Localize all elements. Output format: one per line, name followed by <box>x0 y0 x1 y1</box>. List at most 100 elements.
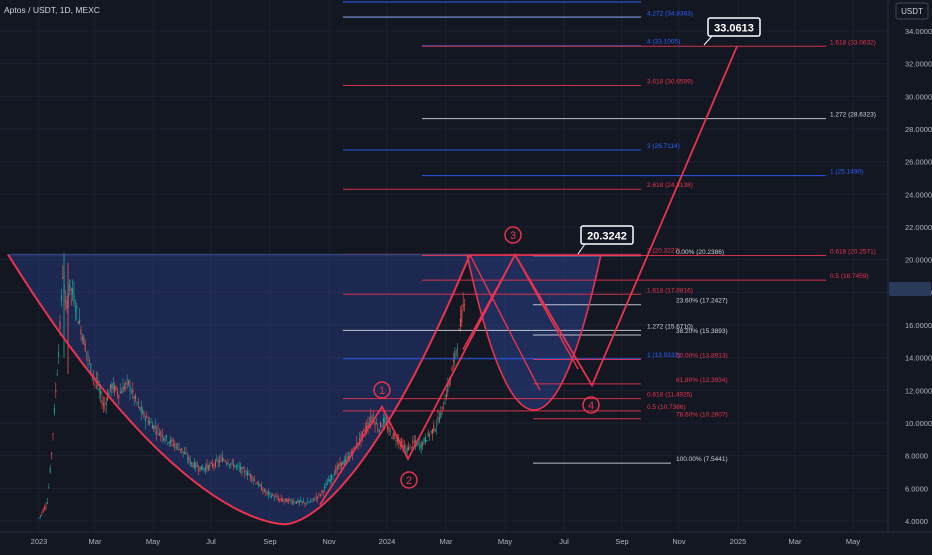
projection-line <box>462 254 516 350</box>
candle-body <box>101 400 103 404</box>
time-tick-label: Mar <box>440 537 453 546</box>
candle-body <box>322 490 324 493</box>
candle-body <box>283 500 285 502</box>
candle-body <box>420 442 422 449</box>
candle-body <box>185 452 187 454</box>
candle-body <box>136 402 138 404</box>
candle-body <box>205 467 207 471</box>
candle-body <box>220 457 222 459</box>
candle-body <box>102 403 104 406</box>
candle-body <box>424 436 426 443</box>
candle-body <box>142 410 144 415</box>
candle-body <box>346 457 348 459</box>
candle-body <box>391 437 393 439</box>
candle-body <box>86 351 88 353</box>
candle-body <box>413 441 415 443</box>
candle-body <box>297 499 299 503</box>
candle-body <box>462 304 464 307</box>
time-axis[interactable]: 2023 Mar May Jul Sep Nov 2024 Mar May Jul Sep Nov 20… <box>31 537 861 546</box>
candle-body <box>72 288 74 295</box>
grid <box>0 0 888 532</box>
candle-body <box>81 336 83 341</box>
candle-body <box>396 437 398 443</box>
candle-body <box>459 318 461 328</box>
candle-body <box>336 465 338 470</box>
candle-body <box>203 468 205 470</box>
candle-body <box>448 380 450 385</box>
time-tick-label: May <box>146 537 160 546</box>
price-axis-panel <box>888 0 932 550</box>
candle-body <box>170 439 172 444</box>
candle-body <box>378 429 380 433</box>
candle-body <box>261 485 263 491</box>
candle-body <box>402 443 404 450</box>
candle-body <box>375 423 377 425</box>
price-tick-label: 12.0000 <box>905 386 932 395</box>
candle-body <box>277 498 279 501</box>
candle-body <box>360 434 362 441</box>
candle-body <box>73 293 75 304</box>
candle-body <box>287 499 289 503</box>
candle-body <box>342 461 344 465</box>
wave-marker-circle <box>400 471 418 489</box>
handle-curve <box>466 254 602 411</box>
currency-label: USDT <box>901 7 923 16</box>
candle-body <box>403 446 405 448</box>
fib-level-label: 50.00% (13.8913) <box>676 352 728 359</box>
candle-body <box>202 467 204 470</box>
candle-body <box>366 425 368 430</box>
fib-level-label: 78.60% (10.2607) <box>676 412 728 419</box>
candle-body <box>119 391 121 393</box>
candle-body <box>377 429 379 431</box>
cup-fill-area <box>8 254 470 525</box>
candle-body <box>226 463 228 464</box>
candle-body <box>216 459 218 461</box>
candle-body <box>87 354 89 358</box>
candle-body <box>240 466 242 470</box>
candle-body <box>333 473 335 476</box>
wave-path <box>319 45 738 506</box>
fib-level-label: 61.80% (12.3934) <box>676 377 728 384</box>
candle-body <box>132 389 134 393</box>
candle-body <box>321 490 323 492</box>
callout-box <box>580 225 634 245</box>
time-tick-label: Mar <box>89 537 102 546</box>
candle-body <box>443 408 445 410</box>
candle-body <box>231 461 233 463</box>
fib-level-label: 1 (25.1490) <box>830 169 863 176</box>
fib-level-label: 1.618 (33.0632) <box>830 39 876 46</box>
candle-body <box>252 479 254 481</box>
candle-body <box>387 426 389 430</box>
candle-body <box>90 363 92 373</box>
candle-body <box>214 460 216 467</box>
candle-body <box>161 433 163 438</box>
candle-body <box>437 416 439 419</box>
candle-body <box>178 447 180 451</box>
candle-body <box>263 489 265 492</box>
candle-body <box>294 502 296 504</box>
candle-body <box>233 463 235 467</box>
candle-body <box>91 373 93 375</box>
candle-body <box>198 469 200 471</box>
candle-body <box>217 460 219 463</box>
candle-body <box>422 442 424 446</box>
candle-body <box>259 484 261 486</box>
candle-body <box>388 426 390 432</box>
candle-body <box>326 483 328 486</box>
candle-body <box>368 423 370 426</box>
candle-body <box>165 435 167 439</box>
candle-body <box>59 321 61 330</box>
time-tick-label: Nov <box>672 537 686 546</box>
candle-body <box>438 417 440 422</box>
candle-body <box>248 474 250 476</box>
wave-marker-circle <box>504 226 522 244</box>
candle-body <box>359 438 361 442</box>
candle-body <box>137 402 139 404</box>
candle-body <box>223 459 225 461</box>
candle-body <box>70 288 72 291</box>
candle-body <box>77 321 79 324</box>
candle-body <box>179 449 181 450</box>
currency-badge[interactable] <box>895 2 929 20</box>
